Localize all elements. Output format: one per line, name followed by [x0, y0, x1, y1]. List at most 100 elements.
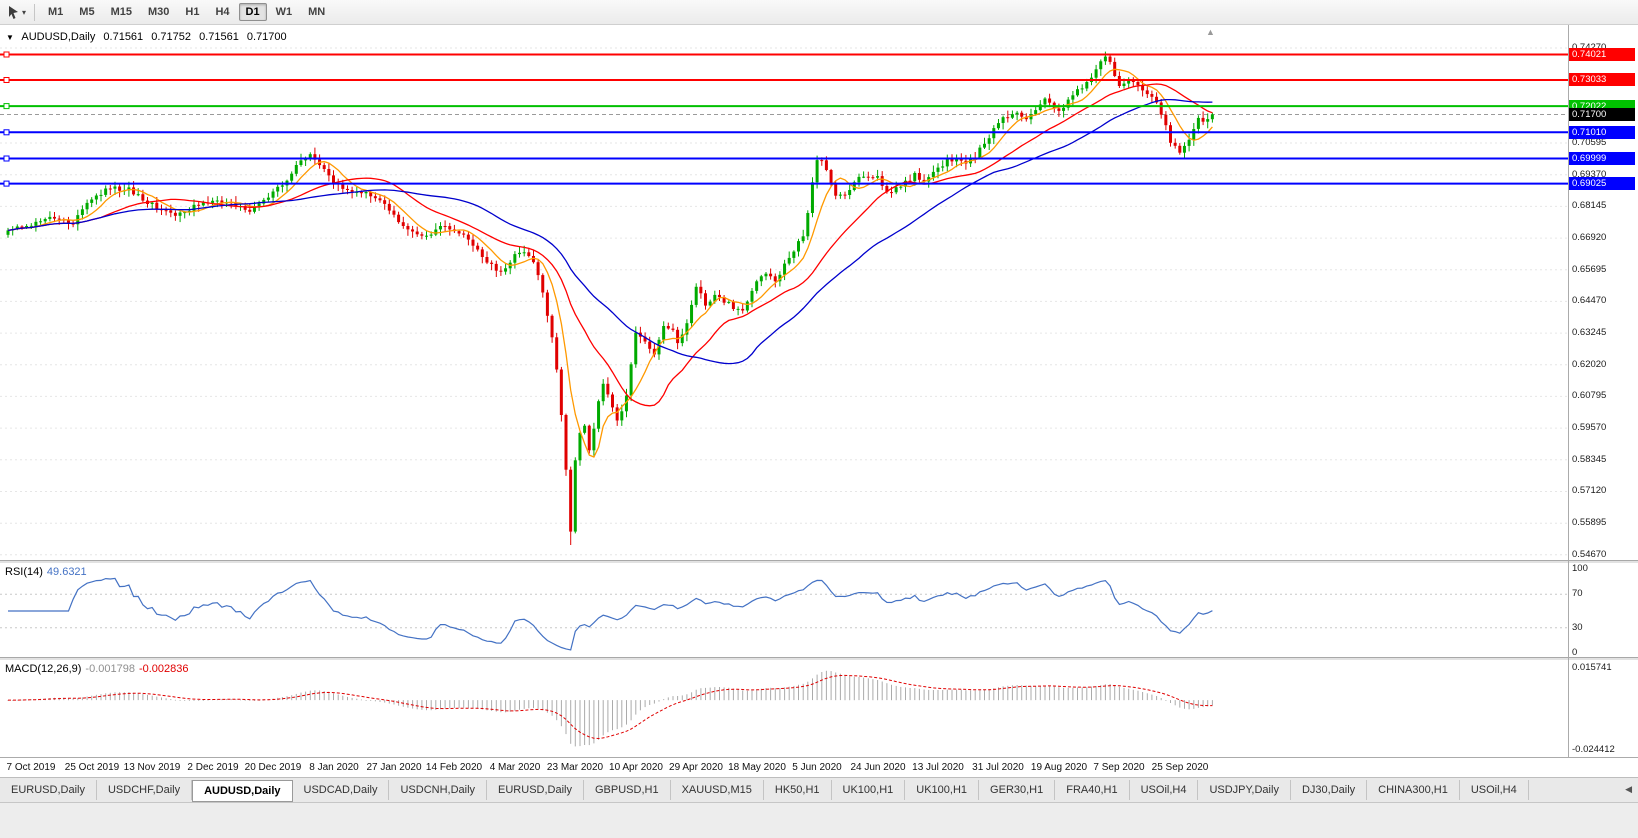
chart-tab-uk100-h1[interactable]: UK100,H1: [905, 780, 980, 800]
chart-tab-usdjpy-daily[interactable]: USDJPY,Daily: [1198, 780, 1291, 800]
cursor-icon: [9, 5, 18, 19]
price-tick: 0.62020: [1572, 359, 1607, 370]
rsi-panel[interactable]: [0, 563, 1568, 657]
price-tick: 0.54670: [1572, 549, 1607, 560]
date-label: 29 Apr 2020: [669, 762, 723, 773]
hline-handle[interactable]: [3, 129, 10, 136]
chart-tab-usdcnh-daily[interactable]: USDCNH,Daily: [389, 780, 488, 800]
chart-tab-eurusd-daily[interactable]: EURUSD,Daily: [487, 780, 584, 800]
hline-handle[interactable]: [3, 51, 10, 58]
timeframe-button-m1[interactable]: M1: [48, 6, 64, 18]
current-price-label: 0.71700: [1569, 108, 1635, 121]
rsi-label: RSI(14) 49.6321: [5, 566, 91, 578]
ma-fast-line: [7, 68, 1213, 458]
price-axis-separator: [1568, 25, 1569, 757]
timeframe-button-m15[interactable]: M15: [110, 6, 132, 18]
high-value: 0.71752: [151, 31, 191, 43]
price-level-label-0.74021: 0.74021: [1569, 48, 1635, 61]
date-label: 7 Sep 2020: [1093, 762, 1145, 773]
ma-mid-line: [7, 83, 1213, 407]
timeframe-button-h4[interactable]: H4: [215, 6, 230, 18]
chart-tab-dj30-daily[interactable]: DJ30,Daily: [1290, 780, 1368, 800]
timeframe-button-d1[interactable]: D1: [238, 3, 267, 21]
date-label: 18 May 2020: [728, 762, 786, 773]
date-label: 13 Nov 2019: [123, 762, 181, 773]
hline-handle[interactable]: [3, 155, 10, 162]
symbol-label: AUDUSD,Daily: [21, 31, 96, 43]
chart-tabs-bar: EURUSD,Daily USDCHF,Daily AUDUSD,Daily USDC…: [0, 777, 1638, 802]
price-tick: 0.58345: [1572, 454, 1607, 465]
hline-handle[interactable]: [3, 77, 10, 83]
chart-tab-xauusd-m15[interactable]: XAUUSD,M15: [670, 780, 764, 800]
macd-main-value: -0.001798: [85, 663, 135, 675]
cursor-tool-button[interactable]: ▾: [4, 2, 29, 23]
date-label: 23 Mar 2020: [546, 762, 604, 773]
date-label: 10 Apr 2020: [609, 762, 663, 773]
hline-handle[interactable]: [3, 103, 10, 110]
timeframe-button-m5[interactable]: M5: [79, 6, 95, 18]
rsi-axis-tick: 0: [1572, 647, 1578, 658]
price-tick: 0.70595: [1572, 137, 1607, 148]
chart-tab-usdchf-daily[interactable]: USDCHF,Daily: [96, 780, 193, 800]
rsi-axis-tick: 30: [1572, 622, 1583, 633]
chart-tab-eurusd-daily[interactable]: EURUSD,Daily: [0, 780, 97, 800]
rsi-chart[interactable]: [0, 563, 1568, 657]
macd-chart[interactable]: [0, 660, 1568, 757]
chart-tab-usdcad-daily[interactable]: USDCAD,Daily: [292, 780, 390, 800]
date-label: 13 Jul 2020: [912, 762, 964, 773]
tab-scroll-left-icon[interactable]: ◀: [1625, 784, 1632, 794]
chart-tabs: EURUSD,Daily USDCHF,Daily AUDUSD,Daily USDC…: [0, 780, 1529, 802]
macd-name: MACD(12,26,9): [5, 663, 82, 675]
macd-axis-tick: 0.015741: [1572, 662, 1612, 673]
chart-tab-usoil-h4[interactable]: USOil,H4: [1459, 780, 1529, 800]
open-value: 0.71561: [103, 31, 144, 43]
macd-panel[interactable]: [0, 660, 1568, 757]
chart-tab-ger30-h1[interactable]: GER30,H1: [979, 780, 1056, 800]
hline-handle[interactable]: [3, 180, 10, 187]
chart-title: ▼ AUDUSD,Daily 0.71561 0.71752 0.71561 0…: [6, 31, 292, 43]
price-tick: 0.60795: [1572, 390, 1607, 401]
date-label: 24 Jun 2020: [850, 762, 906, 773]
main-price-chart[interactable]: [0, 25, 1568, 560]
chart-shift-marker-icon[interactable]: ▲: [1206, 27, 1215, 37]
date-label: 19 Aug 2020: [1030, 762, 1088, 773]
timeframe-button-mn[interactable]: MN: [308, 6, 326, 18]
chart-tab-hk50-h1[interactable]: HK50,H1: [763, 780, 832, 800]
macd-signal-value: -0.002836: [138, 663, 189, 675]
price-tick: 0.64470: [1572, 295, 1607, 306]
symbol-collapse-icon[interactable]: ▼: [6, 33, 14, 42]
chart-tab-china300-h1[interactable]: CHINA300,H1: [1367, 780, 1460, 800]
price-tick: 0.69370: [1572, 169, 1607, 180]
timeframe-button-w1[interactable]: W1: [275, 6, 293, 18]
chart-tab-usoil-h4[interactable]: USOil,H4: [1129, 780, 1199, 800]
date-label: 5 Jun 2020: [792, 762, 842, 773]
date-label: 27 Jan 2020: [366, 762, 422, 773]
timeframe-button-h1[interactable]: H1: [185, 6, 200, 18]
chart-tab-uk100-h1[interactable]: UK100,H1: [831, 780, 906, 800]
panel-splitter[interactable]: [0, 560, 1638, 563]
price-level-label-0.69999: 0.69999: [1569, 152, 1635, 165]
macd-axis-tick: -0.024412: [1572, 744, 1615, 755]
macd-signal-line: [8, 674, 1213, 740]
price-tick: 0.63245: [1572, 327, 1607, 338]
date-label: 2 Dec 2019: [187, 762, 239, 773]
panel-splitter[interactable]: [0, 657, 1638, 660]
date-label: 20 Dec 2019: [244, 762, 302, 773]
price-level-label-0.71010: 0.71010: [1569, 126, 1635, 139]
time-axis[interactable]: 7 Oct 2019 25 Oct 2019 13 Nov 2019 2 Dec 20…: [0, 757, 1638, 777]
price-tick: 0.68145: [1572, 200, 1607, 211]
chart-tab-fra40-h1[interactable]: FRA40,H1: [1055, 780, 1130, 800]
price-tick: 0.66920: [1572, 232, 1607, 243]
rsi-value: 49.6321: [46, 566, 87, 578]
price-tick: 0.55895: [1572, 517, 1607, 528]
macd-histogram: [7, 670, 1213, 747]
date-label: 4 Mar 2020: [489, 762, 541, 773]
chart-tab-gbpusd-h1[interactable]: GBPUSD,H1: [584, 780, 671, 800]
date-label: 14 Feb 2020: [425, 762, 483, 773]
timeframe-button-m30[interactable]: M30: [147, 6, 170, 18]
main-chart-panel[interactable]: [0, 25, 1568, 560]
price-tick: 0.59570: [1572, 422, 1607, 433]
ma-slow-line: [7, 98, 1213, 365]
chart-tab-audusd-daily[interactable]: AUDUSD,Daily: [192, 780, 293, 802]
